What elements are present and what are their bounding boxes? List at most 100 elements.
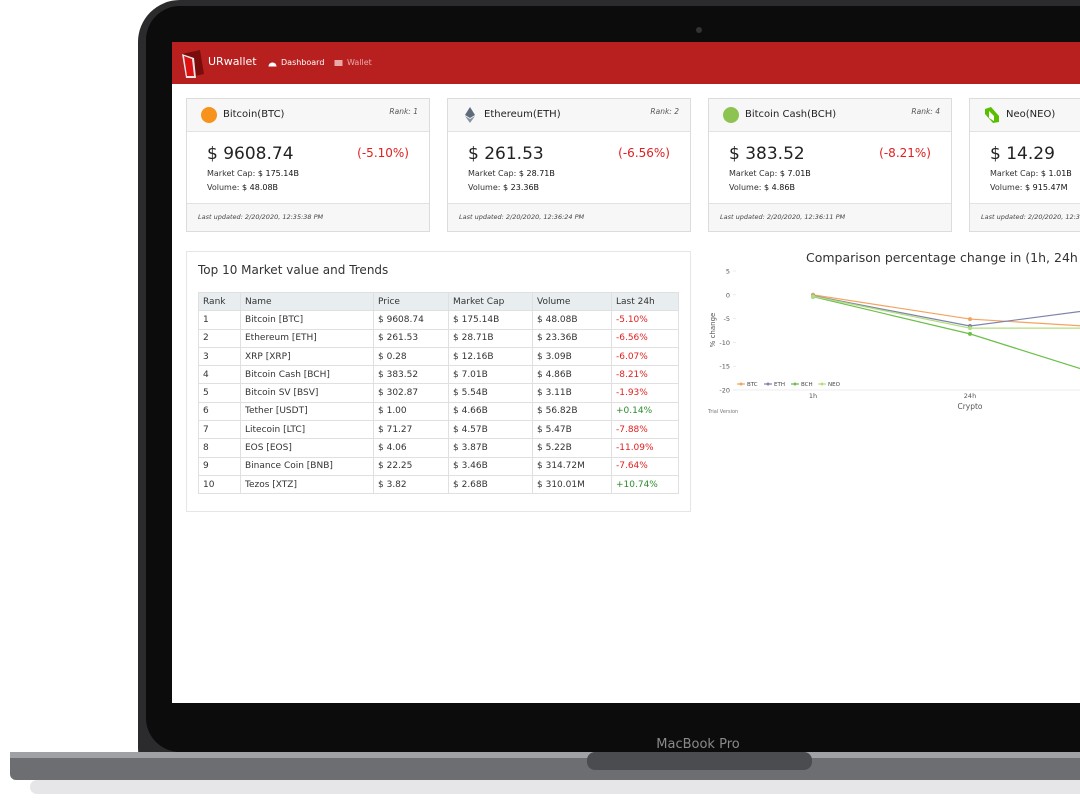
- table-row: 10 Tezos [XTZ] $ 3.82 $ 2.68B $ 310.01M +10.7…: [198, 474, 679, 495]
- last-updated: Last updated: 2/20/2020, 12:36: [981, 213, 1080, 221]
- base-notch: [587, 752, 812, 770]
- table-row: 3 XRP [XRP] $ 0.28 $ 12.16B $ 3.09B -6.07%: [198, 346, 679, 367]
- y-tick-label: -15: [719, 363, 730, 371]
- brand[interactable]: URwallet: [208, 55, 257, 68]
- legend-dot: [739, 382, 743, 386]
- coin-name: Bitcoin(BTC): [223, 109, 285, 120]
- table-cell: Binance Coin [BNB]: [240, 456, 374, 476]
- coin-rank: Rank: 2: [650, 107, 679, 116]
- table-row: 4 Bitcoin Cash [BCH] $ 383.52 $ 7.01B $ 4.86…: [198, 365, 679, 385]
- coin-name: Ethereum(ETH): [484, 109, 561, 120]
- screen: URwallet Dashboard Wallet Bitcoin(BTC) Ra…: [172, 42, 1080, 703]
- table-cell: $ 4.66B: [448, 401, 533, 422]
- table-cell: $ 9608.74: [373, 310, 449, 330]
- table-cell: Tezos [XTZ]: [240, 474, 374, 495]
- table-row: 9 Binance Coin [BNB] $ 22.25 $ 3.46B $ 314.7…: [198, 456, 679, 476]
- table-cell: 2: [198, 328, 241, 348]
- table-cell: -8.21%: [611, 365, 679, 385]
- table-cell: 9: [198, 456, 241, 476]
- table-row: 5 Bitcoin SV [BSV] $ 302.87 $ 5.54B $ 3.11B -…: [198, 383, 679, 403]
- series-line: [812, 295, 1080, 327]
- base-highlight: [10, 752, 1080, 758]
- data-point: [968, 317, 972, 322]
- nav-wallet[interactable]: Wallet: [334, 58, 372, 67]
- table-cell: -5.10%: [611, 310, 679, 330]
- column-header: Rank: [198, 291, 241, 312]
- table-cell: EOS [EOS]: [240, 438, 374, 458]
- legend-label: NEO: [828, 382, 841, 388]
- table-cell: 6: [198, 401, 241, 422]
- table-cell: -6.56%: [611, 328, 679, 348]
- table-cell: Bitcoin SV [BSV]: [240, 383, 374, 403]
- table-cell: 4: [198, 365, 241, 385]
- stat-label: Volume:: [990, 183, 1023, 192]
- table-cell: $ 71.27: [373, 420, 449, 440]
- nav-label: Wallet: [347, 58, 372, 67]
- x-tick-label: 1h: [809, 392, 817, 400]
- table-cell: $ 28.71B: [448, 328, 533, 348]
- table-cell: $ 5.22B: [532, 438, 612, 458]
- coin-rank: Rank: 1: [389, 107, 418, 116]
- table-cell: 10: [198, 474, 241, 495]
- nav-dashboard[interactable]: Dashboard: [268, 58, 324, 67]
- table-cell: $ 2.68B: [448, 474, 533, 495]
- stat-value: $ 175.14B: [257, 169, 299, 178]
- navbar: URwallet Dashboard Wallet: [172, 42, 1080, 84]
- volume-row: Volume: $ 915.47M: [990, 183, 1068, 192]
- last-updated: Last updated: 2/20/2020, 12:36:11 PM: [720, 213, 846, 221]
- market-table: Rank Name Price Market Cap Volume Last 24h 1 Bi…: [198, 291, 679, 495]
- coin-price: $ 9608.74: [207, 144, 294, 164]
- coin-icon: [723, 107, 739, 123]
- chart-title: Comparison percentage change in (1h, 24h: [806, 250, 1078, 265]
- coin-name: Bitcoin Cash(BCH): [745, 109, 837, 120]
- table-title: Top 10 Market value and Trends: [198, 263, 389, 277]
- table-cell: $ 3.11B: [532, 383, 612, 403]
- table-cell: $ 302.87: [373, 383, 449, 403]
- laptop-label: MacBook Pro: [656, 737, 739, 752]
- table-row: 7 Litecoin [LTC] $ 71.27 $ 4.57B $ 5.47B -7.8…: [198, 420, 679, 440]
- table-cell: $ 0.28: [373, 346, 449, 367]
- table-row: 8 EOS [EOS] $ 4.06 $ 3.87B $ 5.22B -11.09%: [198, 438, 679, 458]
- table-cell: Tether [USDT]: [240, 401, 374, 422]
- table-cell: -11.09%: [611, 438, 679, 458]
- table-cell: $ 1.00: [373, 401, 449, 422]
- table-cell: $ 3.46B: [448, 456, 533, 476]
- coin-rank: Rank: 4: [911, 107, 940, 116]
- coin-price: $ 383.52: [729, 144, 805, 164]
- table-cell: +0.14%: [611, 401, 679, 422]
- stat-label: Volume:: [207, 183, 240, 192]
- table-cell: XRP [XRP]: [240, 346, 374, 367]
- table-cell: $ 261.53: [373, 328, 449, 348]
- table-cell: $ 22.25: [373, 456, 449, 476]
- table-cell: $ 7.01B: [448, 365, 533, 385]
- table-cell: 1: [198, 310, 241, 330]
- column-header: Price: [373, 291, 449, 312]
- card-header: Ethereum(ETH) Rank: 2: [448, 99, 690, 132]
- coin-icon: [465, 107, 475, 123]
- card-header: Bitcoin Cash(BCH) Rank: 4: [709, 99, 951, 132]
- table-cell: $ 175.14B: [448, 310, 533, 330]
- legend-label: ETH: [774, 382, 785, 388]
- wallet-icon: [334, 59, 343, 66]
- stat-label: Volume:: [468, 183, 501, 192]
- legend-label: BCH: [801, 382, 813, 388]
- stat-label: Volume:: [729, 183, 762, 192]
- stat-value: $ 28.71B: [518, 169, 555, 178]
- table-cell: $ 4.06: [373, 438, 449, 458]
- stat-value: $ 915.47M: [1025, 183, 1068, 192]
- coin-change: (-8.21%): [879, 146, 931, 160]
- card-footer: Last updated: 2/20/2020, 12:36:11 PM: [709, 203, 951, 231]
- volume-row: Volume: $ 23.36B: [468, 183, 539, 192]
- header-row: Rank Name Price Market Cap Volume Last 24h: [198, 291, 679, 312]
- table-cell: 3: [198, 346, 241, 367]
- stat-value: $ 23.36B: [503, 183, 540, 192]
- coin-icon: [985, 107, 999, 123]
- table-panel: Top 10 Market value and Trends Rank Name P…: [186, 251, 691, 512]
- coin-name: Neo(NEO): [1006, 109, 1056, 120]
- table-cell: 5: [198, 383, 241, 403]
- table-cell: Litecoin [LTC]: [240, 420, 374, 440]
- data-point: [968, 331, 972, 336]
- coin-card: Ethereum(ETH) Rank: 2 $ 261.53 (-6.56%) Mark…: [447, 98, 691, 232]
- table-cell: -7.64%: [611, 456, 679, 476]
- market-cap-row: Market Cap: $ 7.01B: [729, 169, 811, 178]
